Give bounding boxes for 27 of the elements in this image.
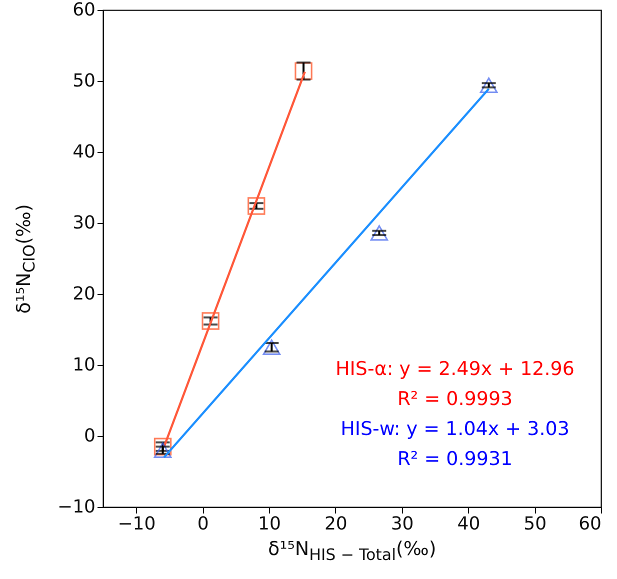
y-tick-label: 60: [72, 0, 96, 20]
x-tick-label: 30: [390, 514, 414, 534]
x-tick-label: 0: [197, 514, 209, 534]
point: [154, 438, 172, 456]
annotation: HIS-w: y = 1.04x + 3.03: [340, 418, 570, 440]
x-tick-label: −10: [118, 514, 156, 534]
y-tick-label: 50: [72, 70, 96, 92]
y-tick-label: −10: [58, 496, 96, 518]
point: [154, 442, 172, 458]
point: [370, 225, 388, 241]
x-tick-label: 50: [524, 514, 547, 534]
annotation: R² = 0.9993: [397, 388, 513, 410]
y-tick-label: 20: [72, 284, 96, 304]
x-tick-label: 20: [324, 514, 348, 534]
point: [248, 197, 266, 215]
x-axis-title: δ¹⁵N$_{HIS − Total}$(‰): [268, 538, 436, 564]
y-tick-label: 0: [84, 426, 96, 446]
x-tick-label: 40: [457, 514, 480, 534]
x-tick-label: 10: [258, 514, 281, 534]
y-tick-label: 30: [72, 212, 96, 234]
point: [480, 77, 498, 94]
x-tick-label: 60: [578, 514, 602, 534]
y-tick-label: 10: [72, 354, 96, 376]
annotation: HIS-α: y = 2.49x + 12.96: [336, 358, 574, 380]
point: [202, 312, 220, 330]
y-tick-label: 40: [72, 142, 96, 162]
annotation: R² = 0.9931: [397, 448, 513, 470]
